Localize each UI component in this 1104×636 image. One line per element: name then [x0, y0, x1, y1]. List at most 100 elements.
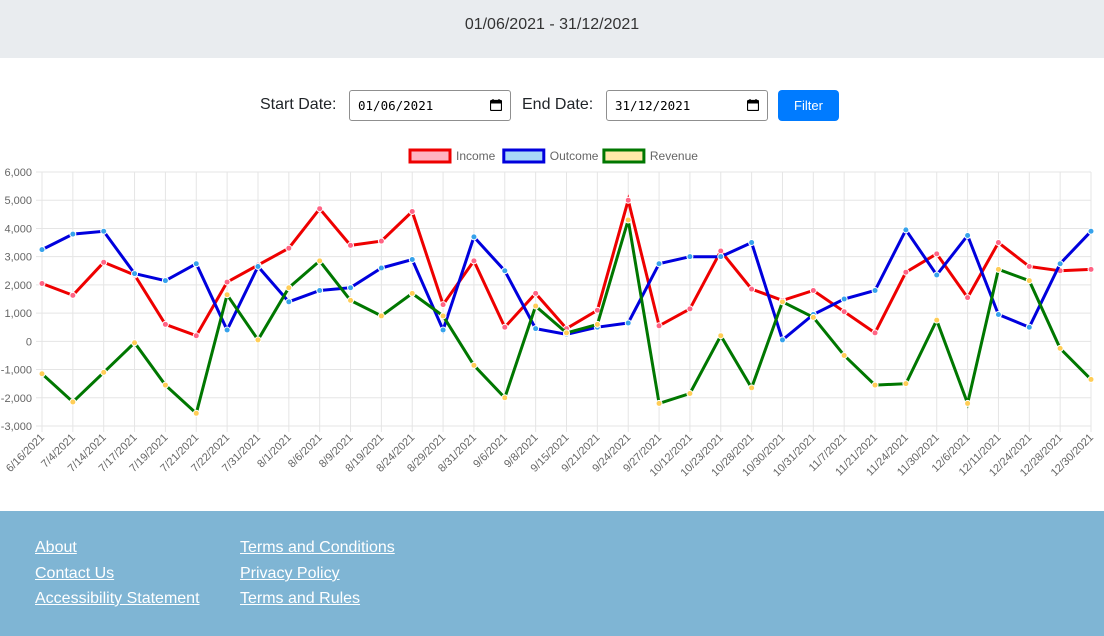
filter-button[interactable]: Filter: [778, 90, 839, 121]
data-point-outcome: [377, 264, 385, 272]
data-point-outcome: [686, 253, 694, 261]
data-point-revenue: [223, 291, 231, 299]
data-point-outcome: [624, 319, 632, 327]
data-point-revenue: [902, 380, 910, 388]
data-point-income: [964, 294, 972, 302]
date-range-header: 01/06/2021 - 31/12/2021: [0, 0, 1104, 58]
x-tick-label: 6/16/2021: [4, 432, 47, 475]
y-tick-label: 3,000: [4, 252, 32, 264]
footer-link-contact-us[interactable]: Contact Us: [35, 565, 115, 582]
data-point-outcome: [192, 260, 200, 268]
data-point-income: [624, 196, 632, 204]
data-point-income: [1087, 265, 1095, 273]
data-point-income: [933, 250, 941, 258]
data-point-outcome: [994, 311, 1002, 319]
end-date-label: End Date:: [522, 96, 594, 113]
calendar-icon[interactable]: [747, 99, 759, 111]
data-point-outcome: [655, 260, 663, 268]
data-point-revenue: [100, 368, 108, 376]
legend-label-outcome: Outcome: [550, 149, 599, 163]
data-point-outcome: [100, 227, 108, 235]
data-point-income: [285, 244, 293, 252]
footer: About Contact Us Accessibility Statement…: [0, 511, 1104, 636]
data-point-income: [377, 237, 385, 245]
data-point-outcome: [778, 336, 786, 344]
data-point-revenue: [192, 409, 200, 417]
legend-swatch-income: [408, 148, 452, 164]
data-point-outcome: [532, 325, 540, 333]
data-point-revenue: [470, 361, 478, 369]
legend-label-revenue: Revenue: [650, 149, 698, 163]
data-point-income: [686, 305, 694, 313]
data-point-revenue: [933, 316, 941, 324]
data-point-income: [439, 301, 447, 309]
y-tick-label: -3,000: [1, 421, 32, 433]
data-point-outcome: [347, 284, 355, 292]
data-point-outcome: [439, 326, 447, 334]
footer-link-privacy-policy[interactable]: Privacy Policy: [240, 565, 340, 582]
filter-form: Start Date: 01/06/2021 End Date: 31/12/2…: [0, 88, 1104, 124]
data-point-income: [347, 241, 355, 249]
footer-link-terms-and-conditions[interactable]: Terms and Conditions: [240, 539, 395, 556]
data-point-revenue: [994, 265, 1002, 273]
data-point-revenue: [347, 296, 355, 304]
y-tick-label: -2,000: [1, 393, 32, 405]
data-point-revenue: [871, 381, 879, 389]
y-tick-label: 6,000: [4, 167, 32, 179]
data-point-outcome: [1087, 227, 1095, 235]
data-point-income: [223, 278, 231, 286]
data-point-income: [809, 287, 817, 295]
data-point-revenue: [285, 284, 293, 292]
calendar-icon[interactable]: [490, 99, 502, 111]
data-point-outcome: [285, 298, 293, 306]
footer-link-accessibility-statement[interactable]: Accessibility Statement: [35, 590, 200, 607]
data-point-income: [717, 247, 725, 255]
data-point-outcome: [69, 230, 77, 238]
data-point-revenue: [655, 399, 663, 407]
footer-link-about[interactable]: About: [35, 539, 77, 556]
legend-label-income: Income: [456, 149, 496, 163]
data-point-revenue: [408, 289, 416, 297]
data-point-outcome: [964, 232, 972, 239]
start-date-label: Start Date:: [260, 96, 337, 113]
data-point-revenue: [1087, 375, 1095, 383]
data-point-income: [38, 279, 46, 287]
data-point-revenue: [38, 370, 46, 378]
legend-swatch-revenue: [602, 148, 646, 164]
data-point-outcome: [501, 267, 509, 275]
start-date-value: 01/06/2021: [358, 98, 434, 113]
date-range-text: 01/06/2021 - 31/12/2021: [464, 16, 640, 33]
data-point-revenue: [532, 302, 540, 310]
data-point-revenue: [686, 390, 694, 398]
y-tick-label: 5,000: [4, 195, 32, 207]
data-point-outcome: [840, 295, 848, 303]
footer-link-terms-and-rules[interactable]: Terms and Rules: [240, 590, 361, 607]
data-point-outcome: [223, 326, 231, 334]
data-point-revenue: [1025, 277, 1033, 285]
y-tick-label: 1,000: [4, 308, 32, 320]
data-point-income: [69, 291, 77, 299]
data-point-revenue: [1056, 344, 1064, 352]
data-point-revenue: [439, 312, 447, 320]
data-point-revenue: [131, 339, 139, 347]
end-date-input[interactable]: 31/12/2021: [606, 90, 768, 121]
data-point-revenue: [748, 384, 756, 392]
y-tick-label: 2,000: [4, 280, 32, 292]
data-point-outcome: [131, 270, 139, 278]
y-tick-label: 0: [26, 336, 32, 348]
start-date-input[interactable]: 01/06/2021: [349, 90, 511, 121]
end-date-value: 31/12/2021: [615, 98, 691, 113]
data-point-revenue: [501, 394, 509, 402]
data-point-revenue: [809, 313, 817, 321]
data-point-outcome: [1056, 260, 1064, 268]
data-point-revenue: [717, 332, 725, 340]
data-point-revenue: [593, 320, 601, 328]
data-point-income: [470, 257, 478, 265]
data-point-revenue: [778, 298, 786, 306]
data-point-revenue: [840, 351, 848, 359]
legend-swatch-outcome: [502, 148, 546, 164]
data-point-outcome: [933, 271, 941, 279]
data-point-outcome: [1025, 323, 1033, 331]
data-point-revenue: [624, 216, 632, 224]
data-point-outcome: [316, 287, 324, 295]
